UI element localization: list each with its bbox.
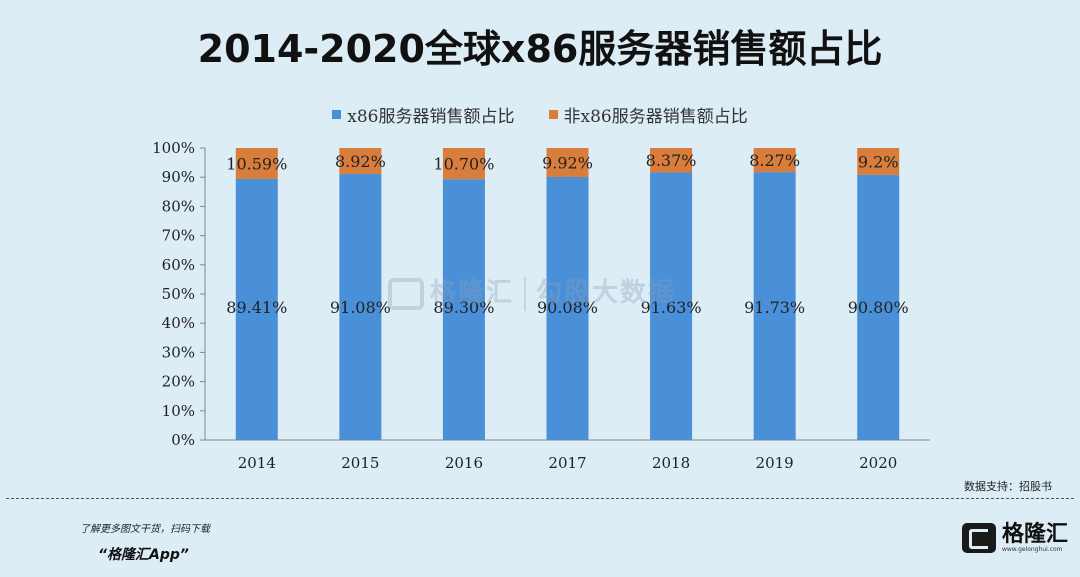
data-label-non-x86-2018: 8.37%	[646, 151, 697, 170]
brand-url: www.gelonghui.com	[1001, 545, 1063, 553]
y-tick-label: 80%	[162, 197, 195, 215]
bar-non-x86-2016	[442, 148, 485, 180]
y-tick-label: 60%	[162, 256, 195, 274]
y-tick-label: 100%	[152, 139, 195, 157]
bar-non-x86-2020	[857, 148, 900, 175]
y-tick-label: 10%	[162, 402, 195, 420]
x-tick-label: 2017	[548, 454, 586, 472]
y-tick-label: 50%	[162, 285, 195, 303]
brand-name: 格隆汇	[1001, 521, 1068, 547]
data-label-x86-2018: 91.63%	[641, 298, 702, 317]
bar-non-x86-2019	[753, 148, 796, 173]
watermark: 格隆汇 勾股大数据	[388, 272, 676, 311]
y-tick-label: 40%	[162, 314, 195, 332]
x-tick-label: 2019	[756, 454, 794, 472]
legend-label-non-x86: 非x86服务器销售额占比	[563, 107, 748, 127]
legend-label-x86: x86服务器销售额占比	[347, 107, 515, 127]
chart-legend: x86服务器销售额占比 非x86服务器销售额占比	[0, 102, 1080, 127]
x-tick-label: 2018	[652, 454, 690, 472]
watermark-brand: 格隆汇	[430, 278, 515, 308]
bar-x86-2018	[650, 172, 693, 440]
data-label-x86-2015: 91.08%	[330, 298, 391, 317]
bar-x86-2020	[857, 174, 900, 440]
watermark-text: 勾股大数据	[536, 278, 677, 308]
y-tick-label: 0%	[171, 431, 195, 449]
legend-item-non-x86: 非x86服务器销售额占比	[548, 102, 748, 127]
bar-non-x86-2018	[650, 148, 693, 173]
footer-divider	[6, 498, 1074, 499]
footer-app-name: “格隆汇App”	[98, 547, 189, 563]
legend-item-x86: x86服务器销售额占比	[332, 102, 515, 127]
footer-hint: 了解更多图文干货，扫码下载	[80, 524, 210, 535]
bar-non-x86-2014	[235, 148, 278, 179]
x-tick-label: 2020	[859, 454, 897, 472]
x-tick-label: 2015	[341, 454, 379, 472]
data-label-x86-2016: 89.30%	[433, 298, 494, 317]
watermark-logo-icon	[388, 277, 424, 310]
watermark-divider	[524, 276, 527, 311]
data-label-x86-2020: 90.80%	[848, 298, 909, 317]
data-label-x86-2014: 89.41%	[226, 298, 287, 317]
data-label-non-x86-2015: 8.92%	[335, 152, 386, 171]
data-source: 数据支持：招股书	[964, 480, 1052, 493]
brand-logo: 格隆汇 www.gelonghui.com	[961, 521, 1068, 553]
bar-x86-2017	[546, 176, 589, 440]
bar-x86-2015	[339, 174, 382, 441]
bar-x86-2014	[235, 178, 278, 441]
y-tick-label: 30%	[162, 343, 195, 361]
data-label-non-x86-2020: 9.2%	[858, 152, 899, 171]
data-label-non-x86-2016: 10.70%	[433, 155, 494, 174]
x-tick-label: 2016	[445, 454, 483, 472]
y-tick-label: 90%	[162, 168, 195, 186]
bar-non-x86-2017	[546, 148, 589, 177]
data-label-x86-2019: 91.73%	[744, 298, 805, 317]
data-label-x86-2017: 90.08%	[537, 298, 598, 317]
bar-x86-2019	[753, 172, 796, 440]
bar-x86-2016	[442, 179, 485, 440]
chart-title: 2014-2020全球x86服务器销售额占比	[197, 27, 883, 71]
bar-non-x86-2015	[339, 148, 382, 175]
y-tick-label: 20%	[162, 373, 195, 391]
data-label-non-x86-2017: 9.92%	[542, 153, 593, 172]
data-label-non-x86-2019: 8.27%	[749, 151, 800, 170]
legend-swatch-x86	[332, 110, 342, 119]
y-tick-label: 70%	[162, 227, 195, 245]
brand-logo-icon	[961, 523, 996, 553]
legend-swatch-non-x86	[548, 110, 558, 119]
data-label-non-x86-2014: 10.59%	[226, 154, 287, 173]
x-tick-label: 2014	[238, 454, 276, 472]
